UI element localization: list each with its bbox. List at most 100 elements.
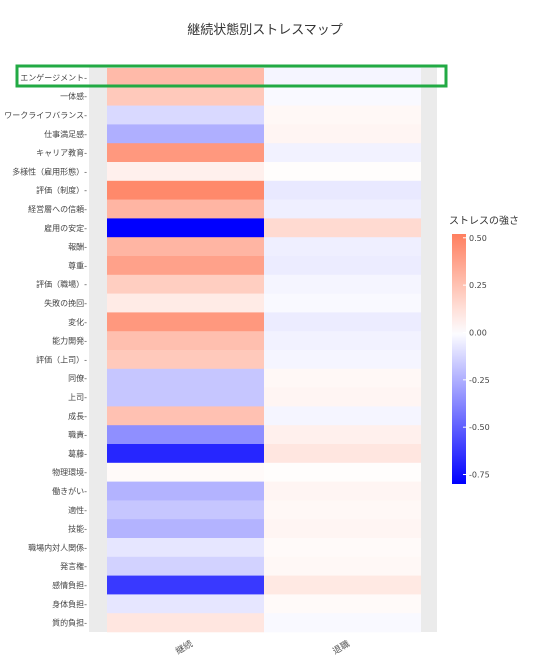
- y-tick-label: 変化-: [68, 317, 87, 327]
- y-tick-label: 成長-: [68, 411, 87, 421]
- y-tick-label: 多様性（雇用形態）-: [12, 166, 87, 176]
- heatmap-cell: [264, 387, 421, 407]
- heatmap-cell: [264, 481, 421, 501]
- y-tick-label: 同僚-: [68, 373, 87, 383]
- heatmap-cell: [264, 105, 421, 125]
- heatmap-cell: [107, 462, 264, 482]
- heatmap-cell: [107, 613, 264, 633]
- y-tick-label: 感情負担-: [52, 580, 87, 590]
- heatmap-cell: [264, 350, 421, 370]
- y-tick-label: 失敗の挽回-: [44, 298, 87, 308]
- y-tick-label: 質的負担-: [52, 618, 87, 628]
- heatmap-cell: [107, 180, 264, 200]
- heatmap-cell: [264, 331, 421, 351]
- heatmap-cell: [107, 575, 264, 595]
- heatmap-cell: [107, 406, 264, 426]
- y-tick-label: 経営層への信頼-: [28, 204, 87, 214]
- heatmap-cell: [107, 256, 264, 276]
- y-tick-label: 雇用の安定-: [44, 223, 87, 233]
- y-tick-label: 技能-: [68, 524, 87, 534]
- heatmap-cell: [107, 387, 264, 407]
- heatmap-cell: [264, 312, 421, 332]
- heatmap-cell: [107, 444, 264, 464]
- heatmap-cell: [107, 350, 264, 370]
- y-tick-label: 能力開発-: [52, 336, 87, 346]
- heatmap-cell: [107, 538, 264, 558]
- x-axis-labels: 継続 退職: [173, 638, 352, 657]
- heatmap-cell: [264, 274, 421, 294]
- heatmap-cell: [107, 312, 264, 332]
- heatmap-cell: [107, 293, 264, 313]
- colorbar-tick-label: 0.50: [469, 234, 487, 243]
- heatmap-cell: [107, 425, 264, 445]
- heatmap-cell: [107, 105, 264, 125]
- colorbar-title: ストレスの強さ: [449, 214, 519, 227]
- heatmap-cell: [107, 86, 264, 106]
- heatmap-cell: [264, 575, 421, 595]
- heatmap-cell: [264, 406, 421, 426]
- heatmap-cell: [264, 86, 421, 106]
- y-tick-label: ワークライフバランス-: [4, 111, 87, 120]
- highlight-box-engagement: [15, 64, 448, 88]
- y-tick-label: 葛藤-: [68, 448, 87, 458]
- heatmap-cell: [264, 613, 421, 633]
- y-tick-label: 一体感-: [60, 91, 87, 101]
- y-tick-label: 評価（制度）-: [36, 185, 87, 195]
- heatmap-cell: [264, 218, 421, 238]
- y-tick-label: 職責-: [68, 430, 87, 440]
- heatmap-cell: [264, 256, 421, 276]
- y-tick-label: 上司-: [68, 393, 87, 402]
- heatmap-cell: [264, 293, 421, 313]
- heatmap-cell: [107, 331, 264, 351]
- heatmap-cell: [264, 556, 421, 576]
- heatmap-cell: [107, 481, 264, 501]
- x-tick-label: 退職: [331, 639, 352, 658]
- colorbar-tick-label: -0.50: [469, 423, 490, 432]
- heatmap-cell: [264, 237, 421, 257]
- colorbar: [452, 234, 466, 484]
- heatmap-cells: [107, 68, 421, 633]
- heatmap-cell: [264, 425, 421, 445]
- heatmap-cell: [107, 519, 264, 539]
- chart-title: 継続状態別ストレスマップ: [187, 22, 343, 38]
- y-tick-label: エンゲージメント-: [20, 72, 87, 82]
- y-tick-label: 評価（上司）-: [36, 354, 87, 364]
- y-tick-label: キャリア教育-: [36, 148, 87, 158]
- heatmap-cell: [107, 274, 264, 294]
- y-tick-label: 職場内対人関係-: [28, 542, 87, 552]
- y-axis-labels: エンゲージメント- 一体感- ワークライフバランス- 仕事満足感- キャリア教育- 多様性…: [4, 72, 87, 627]
- heatmap-cell: [107, 199, 264, 219]
- colorbar-tick-label: -0.75: [469, 471, 490, 480]
- heatmap-cell: [107, 143, 264, 163]
- y-tick-label: 発言権-: [60, 561, 87, 571]
- heatmap-cell: [107, 218, 264, 238]
- y-tick-label: 働きがい-: [52, 486, 87, 496]
- colorbar-tick-label: 0.00: [469, 328, 487, 337]
- heatmap-cell: [264, 538, 421, 558]
- y-tick-label: 適性-: [68, 505, 87, 515]
- heatmap-cell: [264, 368, 421, 388]
- heatmap-cell: [107, 68, 264, 88]
- heatmap-cell: [264, 143, 421, 163]
- y-tick-label: 報酬-: [68, 243, 87, 252]
- heatmap-cell: [264, 199, 421, 219]
- heatmap-cell: [264, 594, 421, 614]
- x-tick-label: 継続: [173, 638, 195, 657]
- heatmap-cell: [264, 519, 421, 539]
- heatmap-cell: [264, 500, 421, 520]
- y-tick-label: 物理環境-: [52, 467, 87, 477]
- heatmap-cell: [264, 124, 421, 144]
- y-tick-label: 尊重-: [68, 260, 87, 270]
- heatmap-cell: [264, 180, 421, 200]
- heatmap-cell: [107, 162, 264, 182]
- colorbar-tick-label: -0.25: [469, 376, 490, 385]
- heatmap-cell: [264, 68, 421, 88]
- heatmap-cell: [107, 237, 264, 257]
- heatmap-cell: [264, 162, 421, 182]
- colorbar-ticks: 0.50 0.25 0.00 -0.25 -0.50 -0.75: [463, 234, 490, 480]
- heatmap-cell: [107, 124, 264, 144]
- y-tick-label: 仕事満足感-: [44, 129, 87, 139]
- y-tick-label: 評価（職場）-: [36, 279, 87, 289]
- heatmap-cell: [264, 444, 421, 464]
